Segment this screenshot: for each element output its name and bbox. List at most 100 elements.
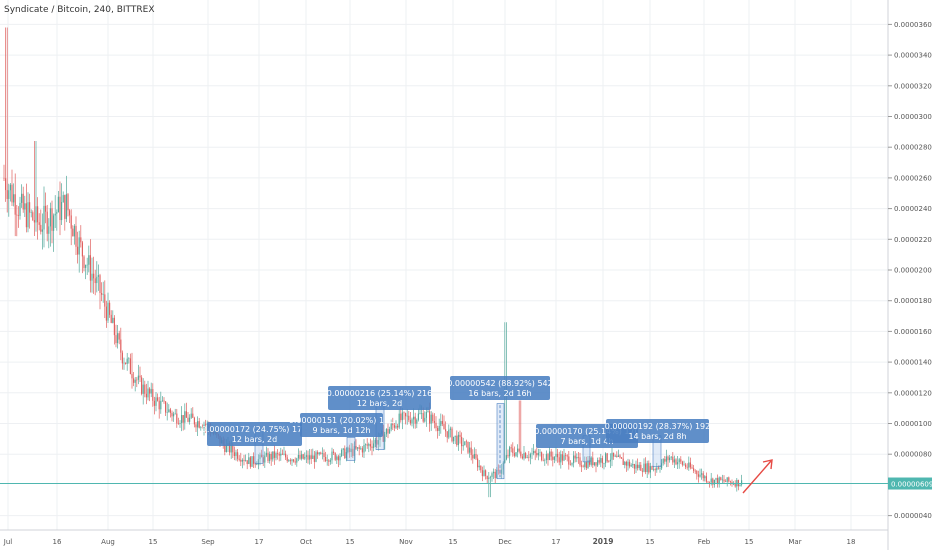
candle-body — [21, 193, 23, 203]
candle-body — [313, 455, 315, 462]
candle-body — [733, 483, 735, 485]
candle-body — [574, 455, 576, 459]
candle-body — [729, 481, 731, 483]
candle-body — [30, 212, 32, 213]
candle-body — [203, 424, 205, 429]
current-price-tag — [888, 477, 932, 490]
candle-body — [125, 362, 127, 364]
candle-body — [382, 431, 384, 442]
candle-body — [166, 412, 168, 413]
candle-body — [477, 458, 479, 468]
candle-body — [723, 479, 725, 482]
candle-body — [401, 412, 403, 421]
candle-body — [177, 423, 179, 425]
candle-body — [285, 453, 287, 458]
candle-body — [494, 471, 496, 479]
candle-body — [53, 215, 55, 231]
candle-body — [622, 458, 624, 465]
measure-label-value: 0.00000542 (88.92%) 542 — [447, 379, 552, 388]
candle-body — [45, 205, 47, 212]
candle-body — [633, 463, 635, 469]
candle-body — [680, 459, 682, 462]
candle-body — [595, 462, 597, 466]
candle-body — [112, 317, 114, 323]
candle-body — [256, 464, 258, 466]
candle-body — [507, 455, 509, 457]
candle-body — [462, 445, 464, 447]
candle-body — [517, 448, 519, 453]
candle-body — [614, 455, 616, 457]
candle-body — [102, 294, 104, 296]
candle-body — [560, 454, 562, 463]
candle-body — [85, 265, 87, 268]
measure-range[interactable] — [496, 403, 505, 480]
candle-body — [529, 454, 531, 458]
candle-body — [78, 237, 80, 255]
candle-body — [445, 429, 447, 432]
candle-body — [513, 453, 515, 456]
candle-body — [667, 456, 669, 461]
measure-range[interactable] — [346, 437, 356, 461]
candle-body — [681, 461, 683, 465]
time-tick-label: 16 — [53, 538, 62, 546]
candle-body — [621, 457, 623, 459]
candle-body — [310, 455, 312, 459]
candle-body — [619, 455, 621, 458]
candle-body — [592, 457, 594, 466]
candle-body — [613, 452, 615, 457]
candle-body — [5, 178, 7, 191]
candle-body — [630, 465, 632, 467]
candle-body — [51, 208, 53, 231]
candle-body — [344, 448, 346, 459]
candle-body — [101, 293, 103, 295]
candle-body — [678, 459, 680, 463]
candle-body — [301, 454, 303, 459]
candle-body — [233, 452, 235, 456]
candle-body — [408, 415, 410, 421]
candle-body — [648, 463, 650, 473]
candle-body — [155, 397, 157, 406]
time-axis[interactable]: Jul 16 Aug 15 Sep 17 Oct 15 Nov 15 Dec 17 2019 15 Feb 1… — [3, 537, 856, 546]
candle-body — [38, 222, 40, 225]
candle-body — [489, 476, 491, 478]
measure-label-bg — [450, 376, 550, 400]
measure-label-bg — [300, 413, 383, 437]
candle-body — [385, 428, 387, 435]
candle-body — [624, 461, 626, 465]
candle-body — [422, 413, 424, 422]
candle-body — [163, 400, 165, 402]
candle-body — [467, 441, 469, 453]
candle-body — [662, 458, 664, 464]
candle-body — [705, 476, 707, 482]
candle-body — [157, 397, 159, 401]
candle-body — [179, 423, 181, 424]
candle-body — [377, 440, 379, 445]
candle-body — [629, 461, 631, 467]
candle-body — [673, 459, 675, 463]
candle-body — [576, 456, 578, 459]
candle-body — [232, 445, 234, 453]
candle-body — [712, 478, 714, 485]
measure-label-bars: 12 bars, 2d — [232, 435, 277, 444]
candle-body — [480, 465, 482, 471]
candle-body — [65, 194, 67, 219]
candle-body — [229, 442, 231, 453]
trend-arrow[interactable] — [742, 459, 773, 494]
candle-body — [565, 455, 567, 456]
candle-body — [288, 460, 290, 462]
candle-body — [105, 306, 107, 321]
candle-body — [701, 473, 703, 475]
candle-body — [717, 478, 719, 485]
measure-label-value: 0.00000172 (24.75%) 172 — [202, 425, 307, 434]
